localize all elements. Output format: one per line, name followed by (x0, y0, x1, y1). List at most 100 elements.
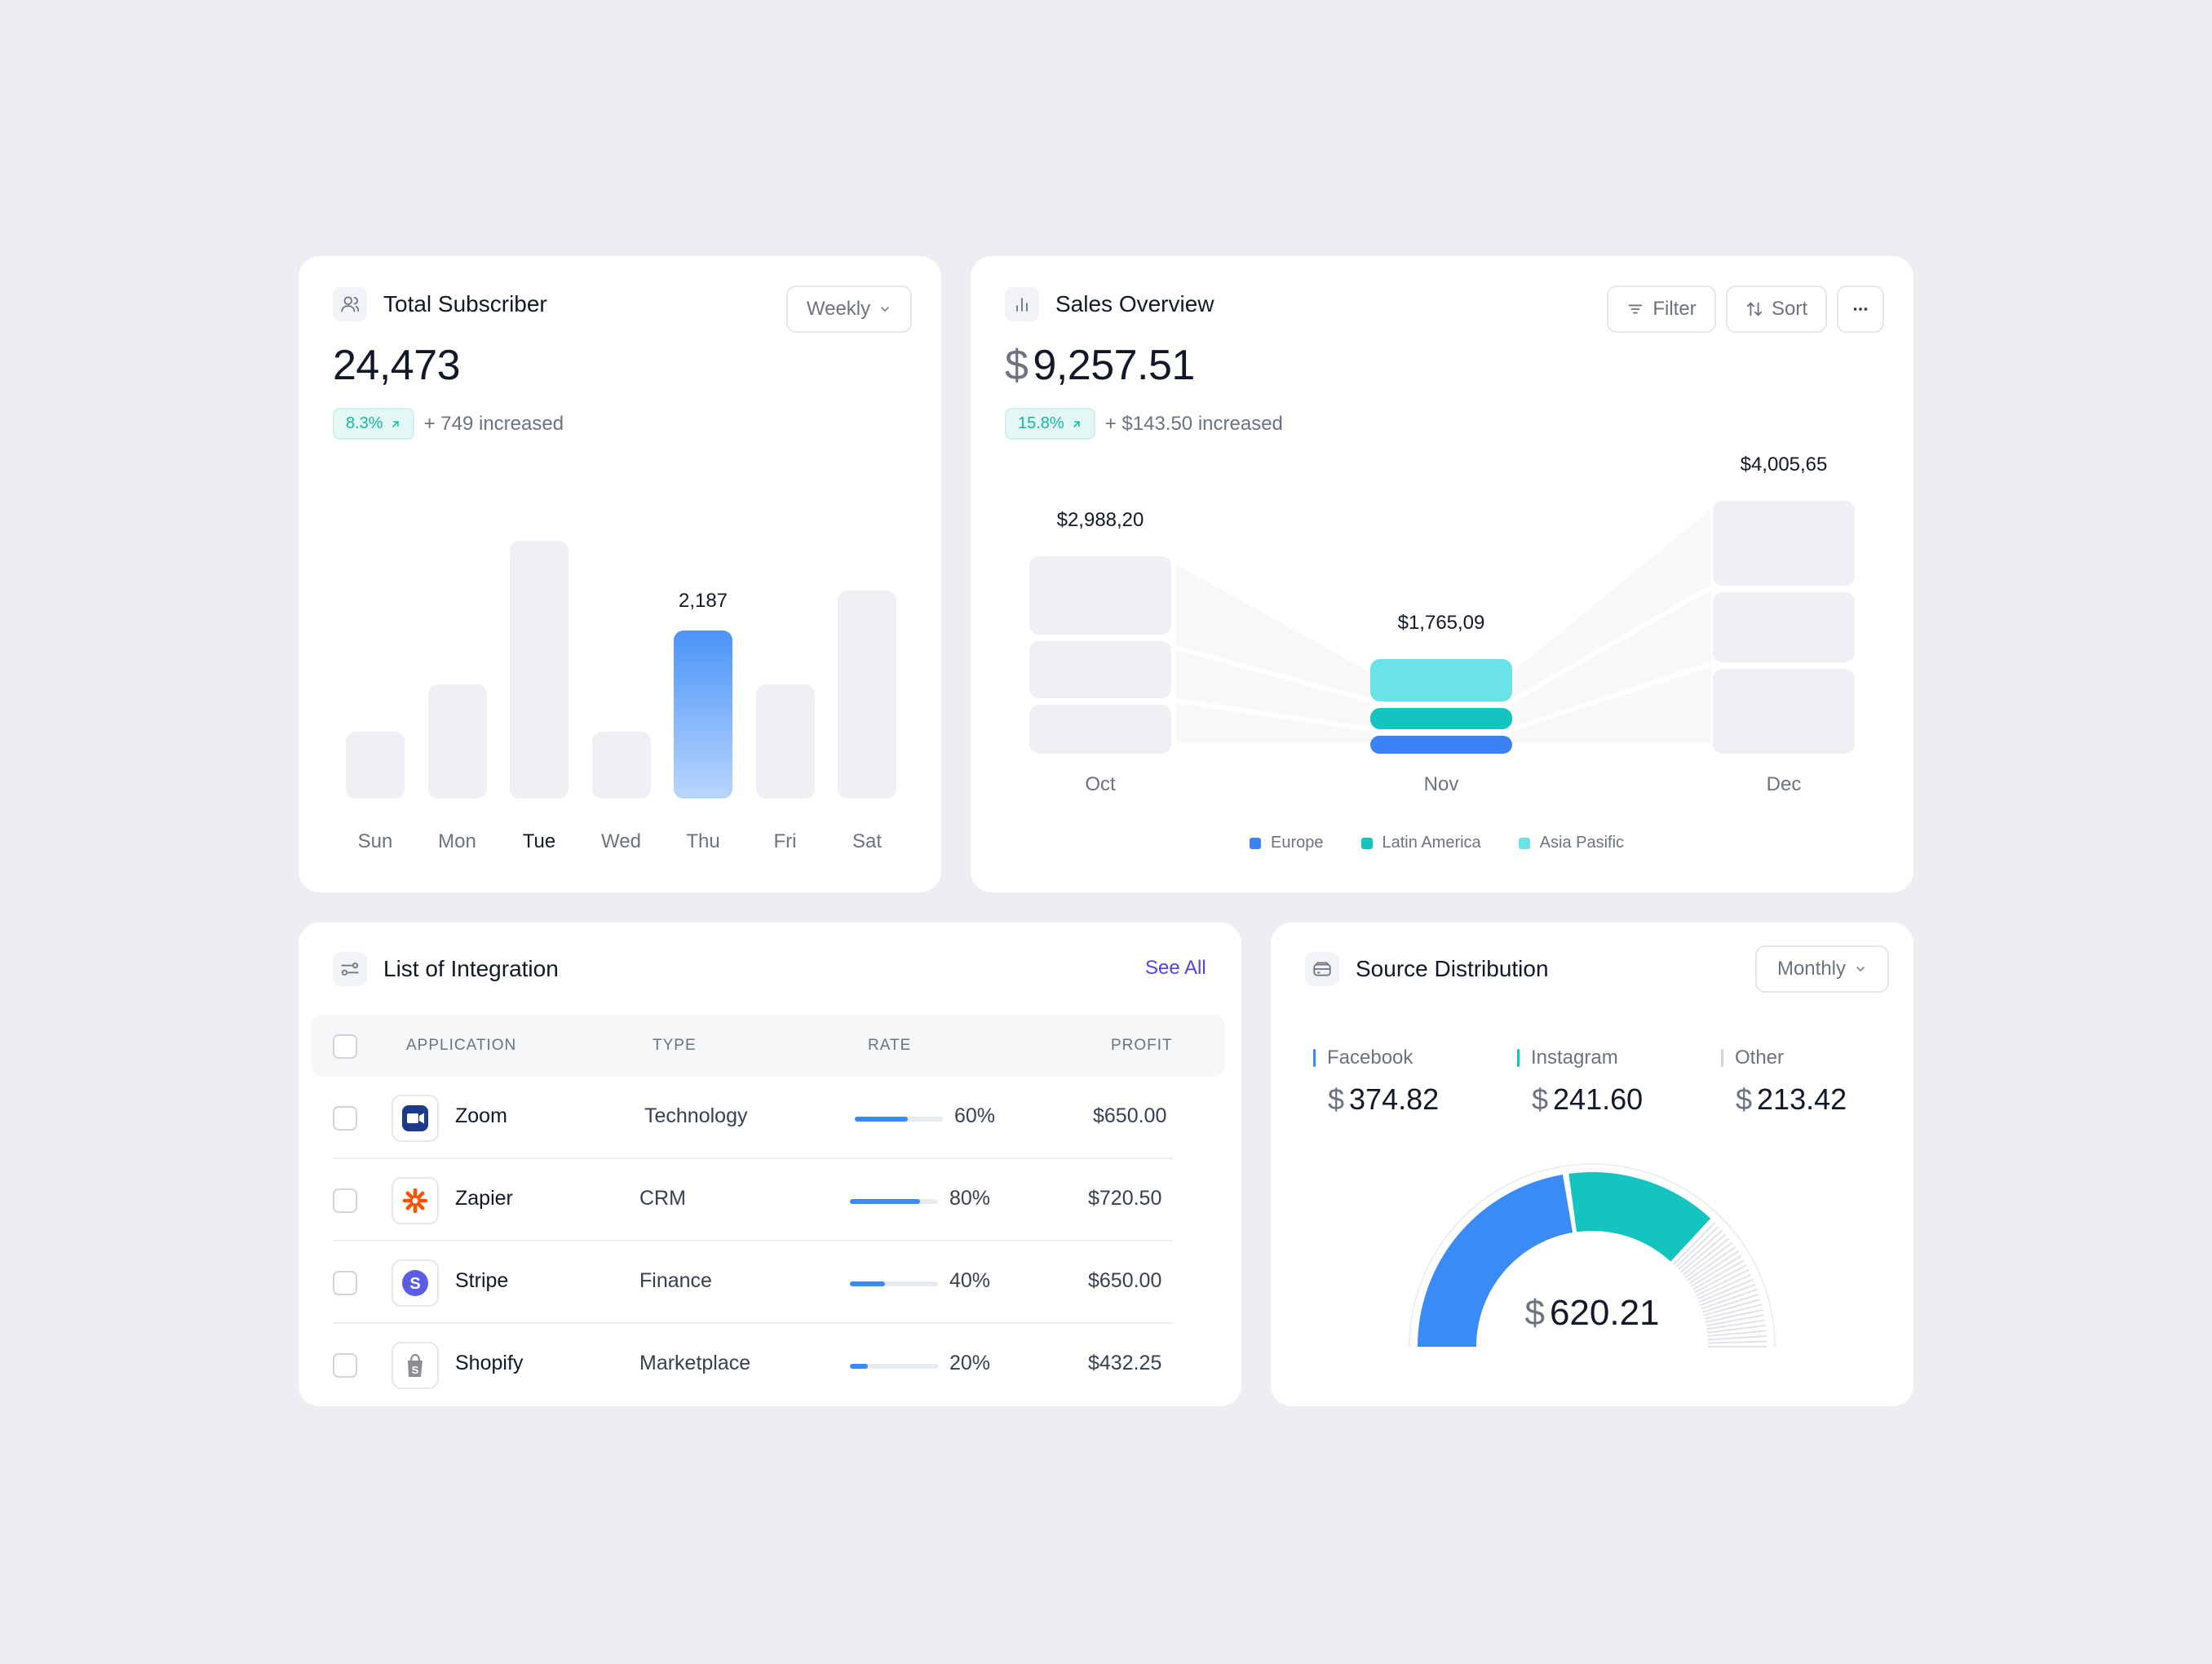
sort-label: Sort (1771, 298, 1807, 320)
table-header: APPLICATION TYPE RATE PROFIT (312, 1015, 1225, 1077)
bar-sun[interactable] (346, 732, 405, 799)
source-facebook-value: 374.82 (1349, 1082, 1440, 1116)
nov-segment-latin-america (1370, 708, 1512, 729)
subscriber-header: Total Subscriber (333, 287, 547, 321)
table-row[interactable]: S Shopify Marketplace 20% $432.25 (333, 1324, 1173, 1406)
filter-icon (1629, 304, 1643, 314)
select-all-checkbox[interactable] (333, 1034, 357, 1059)
day-label-thu: Thu (686, 830, 720, 852)
arrow-up-right-icon (1073, 420, 1080, 427)
subscriber-change-pct: 8.3% (346, 414, 383, 432)
sales-total: $9,257.51 (1005, 341, 1195, 390)
bar-sat[interactable] (838, 591, 896, 799)
gauge-segment-instagram[interactable] (1568, 1172, 1711, 1263)
dec-label: Dec (1766, 773, 1802, 795)
zoom-icon (392, 1095, 439, 1142)
sales-total-value: 9,257.51 (1033, 342, 1195, 389)
active-bar-value: 2,187 (678, 590, 728, 612)
legend-europe-label: Europe (1271, 834, 1324, 852)
wallet-icon (1305, 952, 1339, 986)
legend-asia-pacific-swatch (1518, 837, 1530, 849)
nov-total-label: $1,765,09 (1397, 612, 1485, 634)
subscriber-title: Total Subscriber (383, 291, 547, 316)
gauge-outer-ring (1409, 1163, 1776, 1348)
rate-bar (850, 1199, 938, 1204)
table-row[interactable]: Zoom Technology 60% $650.00 (333, 1077, 1173, 1159)
monthly-dropdown[interactable]: Monthly (1755, 945, 1889, 993)
source-other-currency: $ (1736, 1082, 1753, 1116)
sales-legend: Europe Latin America Asia Pasific (1250, 834, 1624, 852)
row-checkbox[interactable] (333, 1106, 357, 1131)
integration-title: List of Integration (383, 956, 559, 981)
sort-icon (1746, 302, 1763, 316)
filter-button[interactable]: Filter (1607, 285, 1716, 333)
source-facebook-currency: $ (1328, 1082, 1345, 1116)
profit-value: $720.50 (1088, 1187, 1162, 1210)
rate-bar-fill (850, 1281, 886, 1286)
bar-fri[interactable] (755, 684, 815, 799)
app-name: Stripe (455, 1269, 509, 1292)
nov-segment-europe (1370, 736, 1512, 754)
oct-total-label: $2,988,20 (1056, 509, 1144, 531)
day-label-sun: Sun (357, 830, 393, 852)
source-instagram-label: Instagram (1531, 1047, 1618, 1069)
rate-bar (855, 1117, 943, 1122)
see-all-link[interactable]: See All (1145, 957, 1206, 979)
legend-asia-pacific-label: Asia Pasific (1539, 834, 1625, 852)
weekly-bar-chart: Sun Mon Tue Wed Thu 2,187 Fri Sat (299, 256, 941, 892)
filter-label: Filter (1652, 298, 1697, 320)
subscriber-total: 24,473 (333, 342, 461, 389)
col-application: APPLICATION (406, 1037, 517, 1054)
rate-bar-fill (855, 1117, 908, 1122)
more-button[interactable] (1837, 285, 1884, 333)
sales-change-pct: 15.8% (1018, 414, 1064, 432)
col-rate: RATE (868, 1037, 912, 1054)
rate-value: 40% (949, 1269, 991, 1292)
row-checkbox[interactable] (333, 1188, 357, 1213)
legend-latin-america-swatch (1360, 837, 1373, 849)
sort-button[interactable]: Sort (1726, 285, 1827, 333)
weekly-dropdown-label: Weekly (806, 298, 871, 320)
source-other-value: 213.42 (1757, 1082, 1847, 1116)
gauge-segment-facebook[interactable] (1418, 1175, 1573, 1348)
chevron-down-icon (881, 307, 889, 312)
svg-text:S: S (409, 1275, 420, 1293)
table-row[interactable]: Zapier CRM 80% $720.50 (333, 1159, 1173, 1241)
bar-thu[interactable] (674, 631, 732, 799)
app-type: Marketplace (639, 1352, 751, 1374)
day-label-wed: Wed (601, 830, 641, 852)
table-row[interactable]: S Stripe Finance 40% $650.00 (333, 1241, 1173, 1324)
app-name: Shopify (455, 1352, 524, 1374)
source-facebook-label: Facebook (1327, 1047, 1413, 1069)
source-header: Source Distribution (1305, 952, 1549, 986)
oct-segment-bottom (1029, 705, 1171, 754)
subscriber-change-badge: 8.3% (333, 408, 414, 440)
gauge-center-value: $620.21 (1511, 1293, 1674, 1334)
subscriber-change-text: + 749 increased (423, 412, 564, 435)
rate-bar (850, 1281, 938, 1286)
source-other-marker (1721, 1049, 1723, 1067)
col-type: TYPE (653, 1037, 697, 1054)
source-instagram-marker (1517, 1049, 1520, 1067)
legend-europe-swatch (1250, 837, 1261, 849)
app-name: Zapier (455, 1187, 513, 1210)
subscriber-delta: 8.3% + 749 increased (333, 408, 564, 440)
sales-change-text: + $143.50 increased (1104, 412, 1283, 435)
col-profit: PROFIT (1111, 1037, 1173, 1054)
weekly-dropdown[interactable]: Weekly (786, 285, 912, 333)
integration-icon (333, 952, 367, 986)
source-distribution-card: Source Distribution Monthly Facebook $37… (1271, 923, 1913, 1406)
dec-segment-bottom (1713, 669, 1855, 754)
monthly-dropdown-label: Monthly (1776, 958, 1847, 980)
gauge-segment-other[interactable] (1673, 1222, 1767, 1348)
row-checkbox[interactable] (333, 1353, 357, 1378)
profit-value: $650.00 (1088, 1269, 1162, 1292)
day-label-mon: Mon (438, 830, 476, 852)
row-checkbox[interactable] (333, 1271, 357, 1295)
bar-mon[interactable] (427, 684, 487, 799)
bar-wed[interactable] (591, 732, 651, 799)
day-label-sat: Sat (852, 830, 883, 852)
sales-delta: 15.8% + $143.50 increased (1005, 408, 1283, 440)
bar-tue[interactable] (510, 541, 568, 799)
source-gauge (1409, 1163, 1776, 1348)
